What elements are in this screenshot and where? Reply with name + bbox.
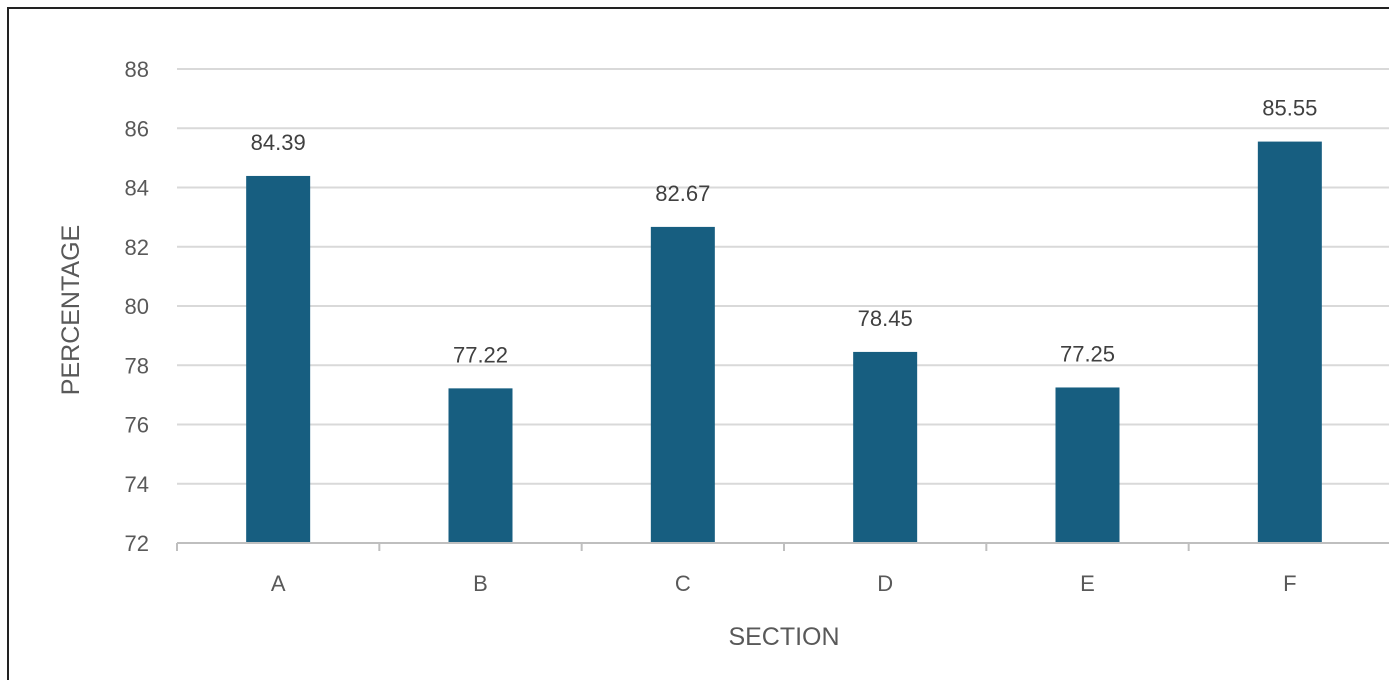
data-label-b: 77.22 [453,342,508,367]
x-axis-title: SECTION [728,623,839,651]
bar-a [246,175,311,544]
bar-d [853,351,918,543]
y-tick-label: 82 [125,235,149,260]
chart-frame: 72 74 76 78 80 82 84 86 88 84.39 77.22 82.67 78.45 7… [7,7,1389,680]
x-tick-label: B [473,571,488,596]
bar-chart: 72 74 76 78 80 82 84 86 88 84.39 77.22 82.67 78.45 7… [57,57,1389,651]
x-axis [176,542,1389,551]
data-label-e: 77.25 [1060,341,1115,366]
bar-c [650,226,715,543]
y-tick-label: 74 [125,472,149,497]
y-tick-label: 88 [125,57,149,82]
bar-b [448,388,513,543]
y-tick-label: 84 [125,176,149,201]
y-tick-label: 76 [125,413,149,438]
y-tick-label: 72 [125,531,149,556]
bar-f [1257,141,1322,544]
x-tick-label: F [1283,571,1296,596]
x-tick-label: C [675,571,691,596]
x-tick-label: D [877,571,893,596]
y-tick-label: 80 [125,294,149,319]
x-tick-label: E [1080,571,1095,596]
x-axis-tick-labels: A B C D E F [271,571,1297,596]
data-labels: 84.39 77.22 82.67 78.45 77.25 85.55 [251,96,1318,368]
bars [246,141,1322,544]
data-label-d: 78.45 [858,306,913,331]
data-label-a: 84.39 [251,130,306,155]
data-label-c: 82.67 [655,181,710,206]
x-tick-label: A [271,571,286,596]
y-tick-label: 86 [125,116,149,141]
y-axis-title: PERCENTAGE [57,225,85,395]
bar-e [1055,387,1120,543]
data-label-f: 85.55 [1262,96,1317,121]
y-axis-tick-labels: 72 74 76 78 80 82 84 86 88 [125,57,149,556]
y-tick-label: 78 [125,353,149,378]
gridlines [177,68,1389,485]
